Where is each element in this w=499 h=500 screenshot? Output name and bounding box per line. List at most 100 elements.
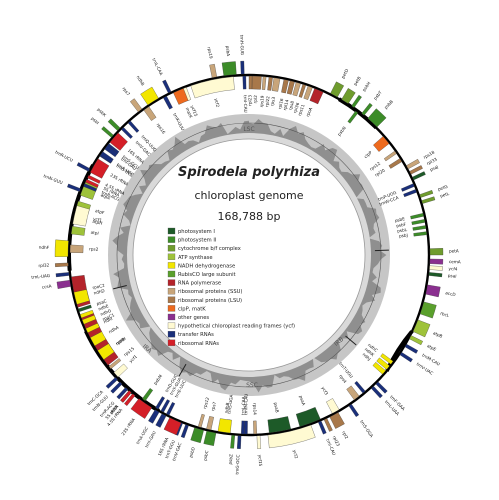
gene-block — [209, 63, 217, 78]
gene-label: rps2 — [89, 246, 99, 251]
legend-label: NADH dehydrogenase — [178, 263, 235, 269]
gene-block — [242, 75, 247, 90]
gene-block — [230, 435, 235, 449]
gene-label: petN — [109, 404, 119, 415]
gene-block — [318, 420, 327, 435]
gene-block — [346, 385, 360, 401]
gene-label: petB — [352, 75, 361, 86]
gene-label: ycf2 — [214, 98, 221, 108]
gene-label: rpl32 — [38, 262, 49, 268]
gene-label: psaC — [96, 298, 107, 306]
gene-block — [148, 409, 160, 424]
gene-block — [180, 424, 189, 439]
gene-label: trnfM-CAU — [243, 394, 248, 415]
gene-label: ndhI — [103, 316, 113, 324]
gene-block — [303, 85, 313, 100]
gene-block — [412, 171, 426, 181]
gene-label: psbF — [396, 221, 407, 228]
gene-label: rpl20 — [374, 167, 386, 177]
gene-label: psbE — [394, 216, 405, 223]
gene-label: trnS-GGA — [359, 419, 374, 438]
gene-label: psbL — [397, 227, 408, 234]
gene-block — [140, 86, 159, 106]
legend-label: transfer RNAs — [178, 332, 214, 338]
gene-label: cemA — [449, 259, 461, 264]
ir-thick-segment — [67, 164, 95, 271]
region-boundary-tick — [345, 335, 357, 346]
inner-circle — [132, 138, 366, 372]
gene-label: trnN-GUU — [43, 173, 64, 185]
gene-label: trnR-UCU — [54, 149, 73, 162]
gene-block — [108, 358, 122, 370]
gene-block — [267, 76, 273, 91]
gene-block — [256, 435, 262, 449]
gene-label: rpl23 — [332, 435, 341, 447]
gene-label: trnV-GAC — [171, 442, 182, 462]
gene-label: rpl16 — [277, 98, 284, 110]
gene-label: ndhE — [98, 303, 110, 311]
map-title: Spirodela polyrhiza — [178, 165, 320, 180]
legend-label: other genes — [178, 315, 209, 321]
gene-label: trnI-CAU — [325, 438, 336, 456]
gene-label: atpI — [90, 230, 99, 236]
gene-label: psbT — [373, 90, 383, 101]
legend-label: hypothetical chloroplast reading frames … — [178, 324, 295, 330]
gene-label: psbA — [225, 45, 231, 56]
gene-block — [271, 77, 281, 92]
gene-block — [412, 319, 431, 338]
gene-label: ndhK — [364, 347, 376, 358]
gene-block — [78, 304, 92, 312]
gene-block — [406, 158, 420, 170]
legend-label: RubisCO large subunit — [178, 272, 236, 278]
legend-label: ribosomal proteins (LSU) — [178, 298, 242, 304]
gene-block — [124, 393, 136, 406]
legend-swatch — [167, 253, 176, 260]
gene-block — [241, 420, 245, 435]
gene-block — [413, 231, 428, 237]
gene-label: 5S rRNA — [103, 186, 121, 198]
gene-block — [160, 399, 170, 413]
gene-block — [295, 407, 321, 427]
gene-block — [183, 87, 192, 101]
legend-swatch — [167, 279, 176, 286]
gene-label: rbcL — [440, 311, 451, 319]
legend-label: photosystem I — [178, 229, 215, 235]
legend-label: ribosomal proteins (SSU) — [178, 289, 242, 295]
gene-block — [251, 75, 262, 90]
legend-swatch — [167, 236, 176, 243]
legend-swatch — [167, 322, 176, 329]
gene-label: rpl36 — [292, 102, 300, 114]
gene-block — [54, 239, 69, 257]
gene-block — [428, 272, 443, 278]
legend-swatch — [167, 270, 176, 278]
gene-block — [55, 272, 70, 278]
gene-label: psbJ — [399, 233, 408, 239]
gene-label: rps3 — [270, 96, 276, 106]
gene-label: trnT-GGU — [164, 439, 176, 459]
gene-label: trnL-CAA — [240, 396, 246, 415]
legend: photosystem I photosystem II cytochrome b/… — [167, 227, 295, 347]
gene-label: rps4 — [338, 374, 348, 385]
gene-label: psaB — [273, 402, 280, 413]
gene-block — [286, 80, 295, 95]
gene-label: rps16 — [156, 122, 167, 135]
gene-label: ycf2 — [292, 449, 299, 459]
gene-block — [323, 418, 333, 432]
gene-block — [73, 289, 90, 305]
region-label-lsc: LSC — [243, 126, 254, 133]
gene-label: trnV-UAC — [416, 361, 435, 376]
gene-block — [113, 363, 128, 378]
gene-block — [419, 190, 434, 198]
region-circle — [116, 122, 382, 388]
gene-block — [155, 396, 165, 410]
legend-swatch — [167, 313, 176, 321]
gene-label: ycf3 — [321, 386, 330, 397]
gene-label: ndhB — [136, 75, 146, 87]
region-boundary-tick — [113, 284, 127, 290]
gene-block — [411, 219, 426, 225]
gene-label: rpoC1 — [102, 312, 116, 322]
gene-block — [410, 213, 424, 220]
gene-block — [373, 136, 390, 152]
gene-block — [110, 381, 123, 394]
gene-block — [372, 362, 386, 375]
